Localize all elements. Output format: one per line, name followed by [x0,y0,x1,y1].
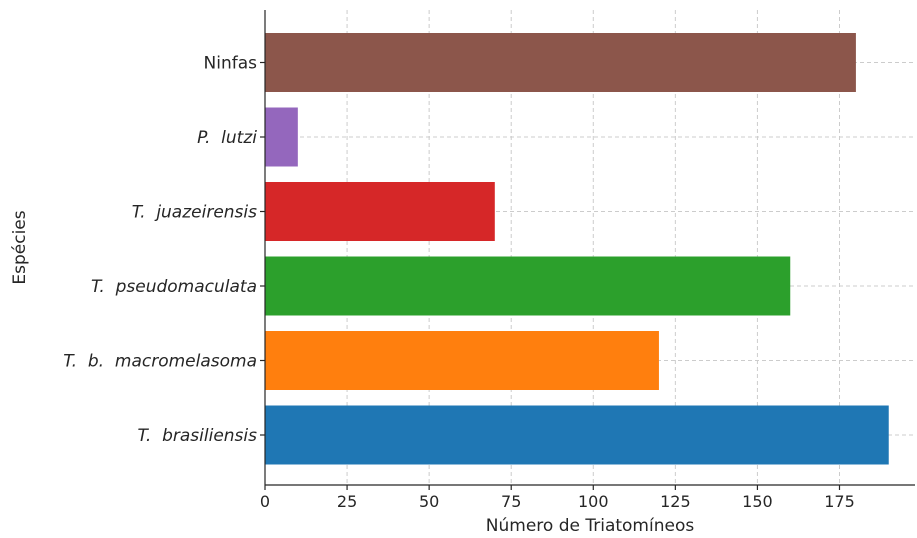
x-axis-title: Número de Triatomíneos [486,516,695,536]
bar [265,33,856,92]
x-tick-label: 150 [742,492,773,511]
bar [265,256,791,316]
bar [265,405,889,465]
x-tick-label: 175 [824,492,855,511]
x-tick-label: 75 [501,492,521,511]
bars-layer [265,33,889,465]
x-tick-label: 50 [419,492,439,511]
y-category-label: Ninfas [204,54,258,74]
x-tick-label: 25 [337,492,357,511]
x-tick-label: 125 [660,492,691,511]
x-tick-label: 0 [260,492,270,511]
bar [265,331,659,390]
bar [265,182,495,241]
y-category-label: T. juazeirensis [132,203,257,223]
bar [265,107,298,167]
x-tick-label: 100 [578,492,609,511]
y-category-label: T. pseudomaculata [91,277,257,297]
y-category-label: P. lutzi [197,128,257,148]
y-category-labels: T. brasiliensis T. b. macromelasoma T. pse… [63,54,265,446]
axes-layer [264,10,915,486]
y-category-label: T. brasiliensis [138,426,258,446]
y-axis-title: Espécies [10,210,30,284]
y-category-label: T. b. macromelasoma [63,352,257,372]
x-ticks: 0 25 50 75 100 125 150 175 [260,485,855,511]
